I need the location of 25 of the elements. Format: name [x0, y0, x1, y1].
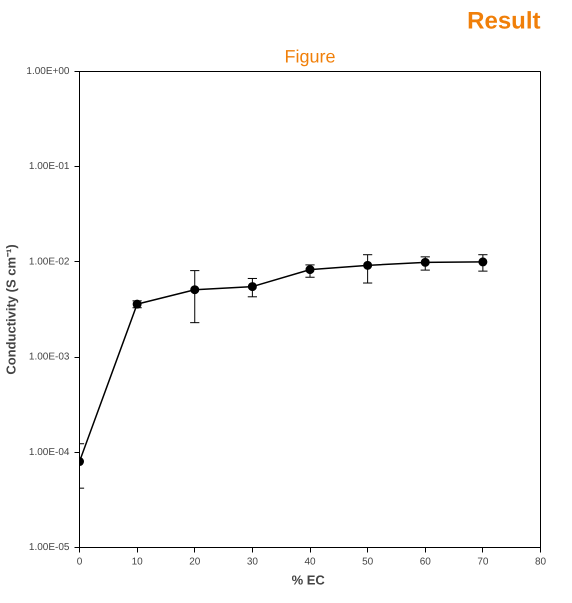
x-tick-label: 60: [420, 556, 432, 568]
y-tick-label: 1.00E-01: [28, 161, 70, 172]
point: [420, 258, 430, 267]
point: [363, 260, 372, 270]
y-tick-label: 1.00E-03: [28, 352, 70, 363]
y-tick-label: 1.00E-02: [28, 256, 70, 268]
point: [478, 257, 488, 266]
x-axis-title: % EC: [292, 572, 326, 588]
point: [306, 265, 314, 274]
point: [248, 282, 257, 292]
x-tick-label: 50: [362, 556, 374, 568]
x-tick-label: 20: [189, 556, 201, 568]
text: Result: [467, 8, 541, 34]
y-tick-label: 1.00E+00: [26, 66, 70, 77]
x-tick-label: 80: [534, 556, 546, 568]
x-tick-label: 10: [132, 556, 144, 568]
x-tick-label: 0: [76, 556, 83, 568]
y-tick-label: 1.00E-04: [28, 446, 70, 458]
x-tick-label: 70: [477, 556, 489, 568]
point: [190, 285, 200, 294]
y-tick-label: 1.00E-05: [28, 542, 70, 553]
x-tick-label: 30: [246, 556, 258, 568]
x-tick-label: 40: [304, 556, 316, 568]
text: Figure: [284, 46, 336, 66]
y-axis-title: Conductivity (S cm⁻¹): [3, 244, 18, 375]
